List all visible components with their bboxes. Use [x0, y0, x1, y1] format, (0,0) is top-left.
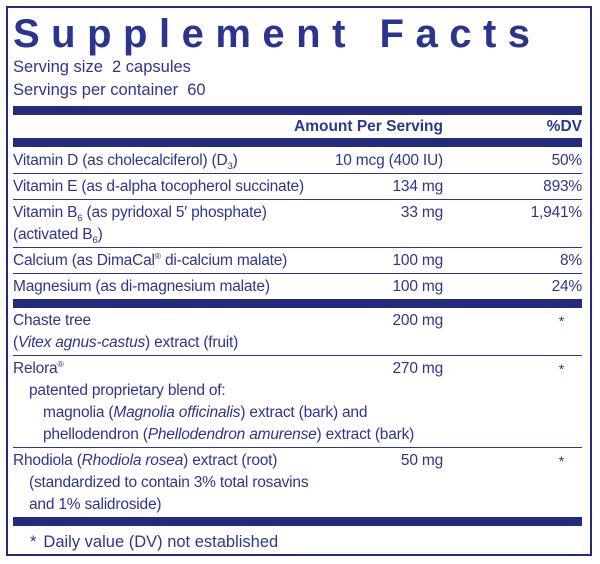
ingredient-name: Chaste tree	[13, 312, 91, 329]
label-title: Supplement Facts	[13, 12, 542, 56]
ingredient-name: Magnesium (as di-magnesium malate)	[13, 278, 270, 295]
blend-component-text: ) extract (bark)	[316, 426, 415, 443]
ingredient-name-text: di-calcium malate)	[160, 252, 288, 269]
dv-value: 1,941%	[530, 204, 583, 221]
table-row-vitamin-e: Vitamin E (as d-alpha tocopherol succina…	[13, 174, 582, 200]
standardization-note: (standardized to contain 3% total rosavi…	[29, 474, 309, 491]
ingredient-name-text: )	[97, 226, 103, 243]
ingredient-name-text: ) extract (root)	[183, 452, 278, 469]
ingredient-name-text: (	[13, 334, 18, 351]
ingredient-name-line2: (activated B6)	[13, 224, 582, 246]
dv-asterisk: *	[558, 453, 564, 469]
amount-value: 100 mg	[392, 252, 444, 269]
ingredient-name-text: ) extract (fruit)	[145, 334, 239, 351]
ingredient-name-text: Relora	[13, 360, 58, 377]
blend-description: patented proprietary blend of:	[29, 382, 226, 399]
table-row-calcium: Calcium (as DimaCal® di-calcium malate) …	[13, 248, 582, 274]
amount-value: 134 mg	[392, 178, 444, 195]
ingredient-name-text: (activated B	[13, 226, 93, 243]
serving-size: Serving size 2 capsules	[13, 58, 191, 76]
table-row-rhodiola: Rhodiola (Rhodiola rosea) extract (root)…	[13, 448, 582, 517]
divider-bar-thick	[13, 517, 582, 526]
ingredient-name: Rhodiola (Rhodiola rosea) extract (root)	[13, 450, 582, 472]
ingredient-name-line2: (Vitex agnus-castus) extract (fruit)	[13, 332, 582, 354]
column-header-dv: %DV	[546, 118, 582, 135]
ingredient-name: Calcium (as DimaCal® di-calcium malate)	[13, 250, 582, 272]
dv-asterisk: *	[558, 361, 564, 377]
footnote-text: Daily value (DV) not established	[43, 533, 279, 551]
dv-asterisk: *	[558, 313, 564, 329]
ingredient-name-text: Vitamin B	[13, 204, 78, 221]
standardization-note: and 1% salidroside)	[29, 496, 162, 513]
table-row-magnesium: Magnesium (as di-magnesium malate) 100 m…	[13, 274, 582, 299]
blend-component-text: ) extract (bark) and	[240, 404, 368, 421]
divider-bar-thick	[13, 299, 582, 308]
ingredient-name: Relora®	[13, 358, 582, 380]
column-header-amount: Amount Per Serving	[294, 118, 443, 135]
amount-value: 33 mg	[400, 204, 443, 221]
dv-footnote: * Daily value (DV) not established	[13, 526, 582, 553]
table-row-relora: Relora® patented proprietary blend of: m…	[13, 356, 582, 448]
ingredient-name-text: Rhodiola (	[13, 452, 82, 469]
registered-mark: ®	[154, 250, 161, 261]
botanical-name: Rhodiola rosea	[81, 452, 184, 469]
table-row-chaste-tree: Chaste tree (Vitex agnus-castus) extract…	[13, 308, 582, 356]
ingredient-name: Vitamin E (as d-alpha tocopherol succina…	[13, 178, 304, 195]
subscript: 6	[77, 213, 83, 225]
ingredient-name: Vitamin B6 (as pyridoxal 5′ phosphate)	[13, 202, 582, 224]
supplement-facts-panel: Supplement Facts Serving size 2 capsules…	[6, 6, 592, 556]
amount-value: 10 mcg (400 IU)	[334, 152, 443, 169]
dv-value: 24%	[551, 278, 583, 295]
subscript: 3	[227, 161, 233, 173]
botanical-name: Vitex agnus-castus	[17, 334, 146, 351]
divider-bar-thick	[13, 106, 582, 115]
dv-value: 50%	[551, 152, 583, 169]
dv-value: 893%	[543, 178, 582, 195]
ingredient-name: Vitamin D (as cholecalciferol) (D3)	[13, 150, 582, 172]
amount-value: 200 mg	[392, 312, 444, 329]
blend-component-text: magnolia (	[43, 404, 114, 421]
table-row-vitamin-d: Vitamin D (as cholecalciferol) (D3) 10 m…	[13, 148, 582, 174]
ingredient-name-text: Vitamin D (as cholecalciferol) (D	[13, 152, 228, 169]
amount-value: 50 mg	[400, 452, 443, 469]
table-row-vitamin-b6: Vitamin B6 (as pyridoxal 5′ phosphate) (…	[13, 200, 582, 248]
blend-component-text: phellodendron (	[43, 426, 148, 443]
registered-mark: ®	[57, 358, 64, 369]
subscript: 6	[92, 235, 98, 247]
table-header-row: Amount Per Serving %DV	[13, 115, 582, 138]
blend-component: phellodendron (Phellodendron amurense) e…	[43, 424, 582, 446]
botanical-name: Magnolia officinalis	[113, 404, 241, 421]
amount-value: 270 mg	[392, 360, 444, 377]
ingredient-name-text: )	[232, 152, 238, 169]
divider-bar-thick	[13, 138, 582, 147]
blend-component: magnolia (Magnolia officinalis) extract …	[43, 402, 582, 424]
amount-value: 100 mg	[392, 278, 444, 295]
servings-per-container: Servings per container 60	[13, 81, 206, 99]
botanical-name: Phellodendron amurense	[147, 426, 317, 443]
dv-value: 8%	[559, 252, 582, 269]
ingredient-name-text: (as pyridoxal 5′ phosphate)	[82, 204, 267, 221]
ingredient-name-text: Calcium (as DimaCal	[13, 252, 155, 269]
footnote-asterisk: *	[30, 533, 37, 551]
